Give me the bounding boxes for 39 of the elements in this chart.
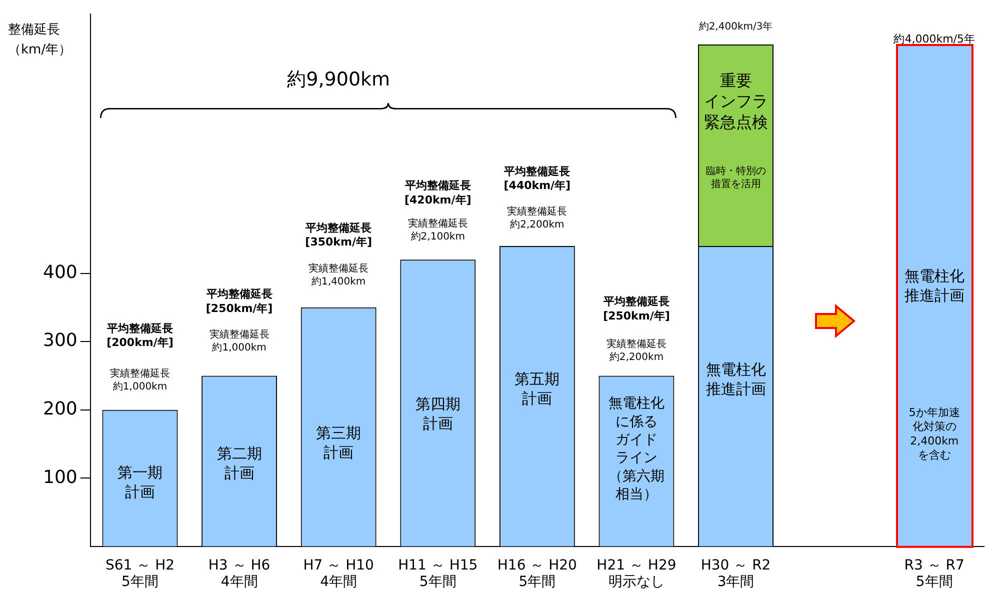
annotation: 平均整備延長[350km/年] xyxy=(304,221,372,249)
x-tick-label: H21 ～ H29 明示なし xyxy=(596,557,676,590)
annotation: 約9,900km xyxy=(287,68,390,91)
annotation: 重要インフラ緊急点検 xyxy=(704,70,768,132)
annotation: 平均整備延長[440km/年] xyxy=(503,164,571,192)
annotation: 第四期計画 xyxy=(415,394,460,432)
x-tick-label: R3 ～ R7 5年間 xyxy=(904,557,964,590)
annotation: 約2,400km/3年 xyxy=(698,20,773,32)
annotation: 第五期計画 xyxy=(514,370,560,408)
annotation: 5か年加速化対策の2,400kmを含む xyxy=(908,406,960,462)
annotation: 第三期計画 xyxy=(316,424,362,462)
annotation: 平均整備延長[250km/年] xyxy=(602,295,670,322)
annotation: 臨時・特別の措置を活用 xyxy=(706,164,766,190)
annotation: 第二期計画 xyxy=(216,444,262,482)
annotation: 実績整備延長約2,100km xyxy=(408,217,468,242)
annotation: 実績整備延長約1,000km xyxy=(209,328,270,354)
annotation: 実績整備延長約1,400km xyxy=(308,262,369,288)
annotation: 無電柱化に係るガイドライン（第六期相当） xyxy=(608,396,664,503)
annotation: 無電柱化推進計画 xyxy=(904,267,964,305)
x-tick-label: H16 ～ H20 5年間 xyxy=(497,557,577,590)
y-tick-label: 100 xyxy=(42,466,78,488)
annotation: 実績整備延長約1,000km xyxy=(110,368,170,393)
y-axis-title: 整備延長（km/年） xyxy=(8,22,72,58)
annotation: 無電柱化推進計画 xyxy=(706,360,766,398)
annotation: 実績整備延長約2,200km xyxy=(507,206,568,231)
x-tick-label: H7 ～ H10 4年間 xyxy=(303,557,374,590)
y-tick-label: 400 xyxy=(42,262,78,283)
annotation: 平均整備延長[420km/年] xyxy=(404,179,472,206)
annotation: 平均整備延長[200km/年] xyxy=(106,322,174,350)
x-tick-label: H3 ～ H6 4年間 xyxy=(208,557,270,590)
annotation: 第一期計画 xyxy=(118,464,163,502)
annotation: 実績整備延長約2,200km xyxy=(606,338,666,364)
y-tick-label: 300 xyxy=(42,330,78,352)
x-tick-label: H11 ～ H15 5年間 xyxy=(398,557,478,590)
annotation: 平均整備延長[250km/年] xyxy=(205,288,273,315)
x-tick-label: H30 ～ R2 3年間 xyxy=(700,557,771,590)
y-tick-label: 200 xyxy=(42,398,78,420)
x-tick-label: S61 ～ H2 5年間 xyxy=(105,557,175,590)
annotation: 約4,000km/5年 xyxy=(894,32,975,46)
